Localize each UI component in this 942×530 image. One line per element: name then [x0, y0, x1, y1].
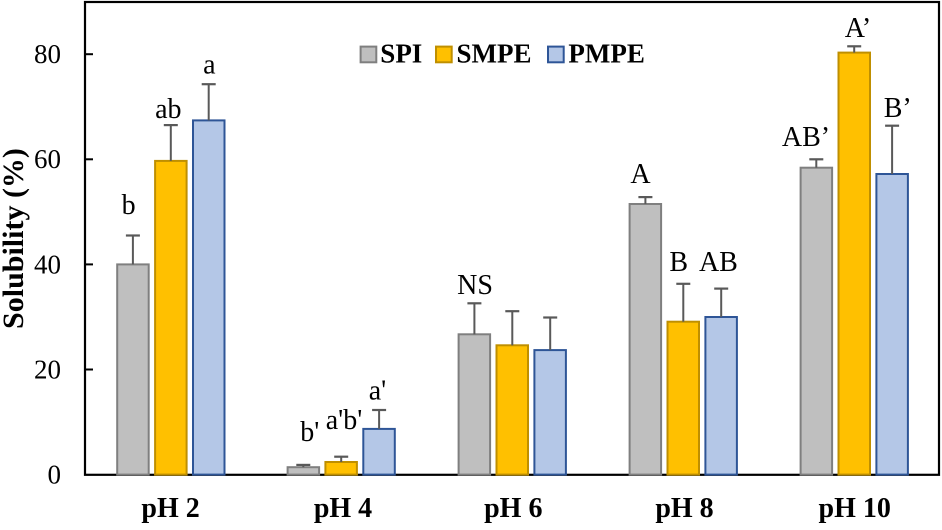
svg-text:SMPE: SMPE	[457, 39, 532, 69]
svg-text:0: 0	[48, 459, 62, 489]
svg-text:PMPE: PMPE	[568, 39, 644, 69]
svg-text:b': b'	[300, 417, 319, 448]
svg-text:A: A	[630, 159, 651, 190]
svg-text:pH 10: pH 10	[819, 493, 891, 524]
svg-text:40: 40	[34, 249, 61, 279]
svg-text:SPI: SPI	[380, 39, 422, 69]
svg-text:AB: AB	[699, 247, 738, 278]
svg-text:20: 20	[34, 354, 61, 384]
svg-text:a': a'	[369, 375, 386, 406]
svg-text:80: 80	[34, 39, 61, 69]
svg-text:NS: NS	[457, 270, 493, 301]
svg-text:b: b	[122, 190, 136, 221]
svg-text:ab: ab	[155, 94, 181, 125]
svg-text:pH 6: pH 6	[484, 493, 542, 524]
svg-text:AB’: AB’	[782, 122, 830, 153]
svg-text:Solubility (%): Solubility (%)	[0, 148, 30, 329]
svg-text:pH 4: pH 4	[314, 493, 372, 524]
svg-text:pH 2: pH 2	[141, 493, 199, 524]
svg-text:A’: A’	[845, 13, 871, 44]
svg-text:pH 8: pH 8	[655, 493, 713, 524]
svg-text:B’: B’	[884, 93, 912, 124]
svg-text:60: 60	[34, 144, 61, 174]
svg-text:B: B	[669, 247, 688, 278]
svg-text:a: a	[203, 49, 216, 80]
svg-text:a'b': a'b'	[326, 405, 363, 436]
